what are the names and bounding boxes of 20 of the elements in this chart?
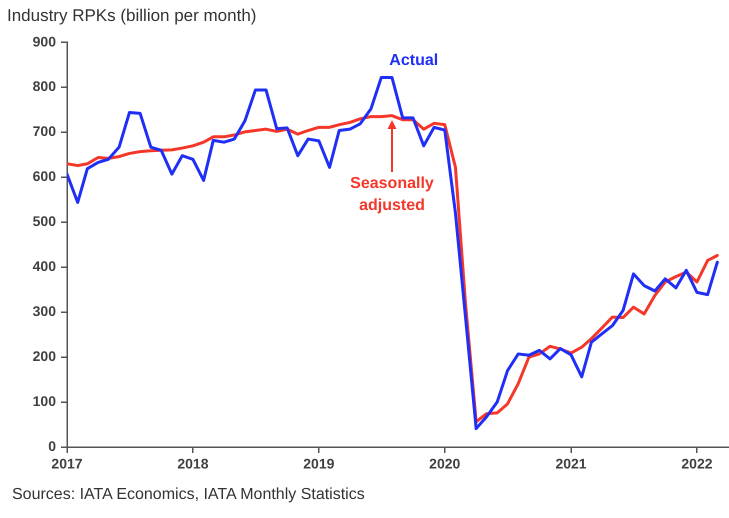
y-tick-label: 200: [32, 348, 56, 364]
series-label: Seasonally adjusted: [350, 175, 434, 214]
x-tick-label: 2017: [51, 455, 83, 472]
y-tick-label: 600: [32, 168, 56, 184]
y-tick-label: 800: [32, 78, 56, 94]
y-tick-label: 100: [32, 392, 56, 409]
y-tick-label: 400: [32, 258, 56, 274]
x-tick-label: 2022: [681, 455, 713, 472]
y-tick-label: 500: [32, 213, 56, 230]
y-tick-label: 700: [32, 123, 56, 140]
chart-title: Industry RPKs (billion per month): [7, 6, 256, 25]
x-tick-label: 2018: [177, 455, 209, 472]
x-tick-label: 2020: [429, 455, 461, 472]
x-tick-label: 2021: [555, 455, 587, 472]
series-label: Actual: [389, 52, 438, 69]
x-tick-label: 2019: [303, 455, 335, 472]
y-tick-label: 900: [32, 33, 56, 50]
source-note: Sources: IATA Economics, IATA Monthly Statistics: [12, 486, 365, 504]
y-tick-label: 300: [32, 302, 56, 319]
y-tick-label: 0: [48, 438, 56, 454]
